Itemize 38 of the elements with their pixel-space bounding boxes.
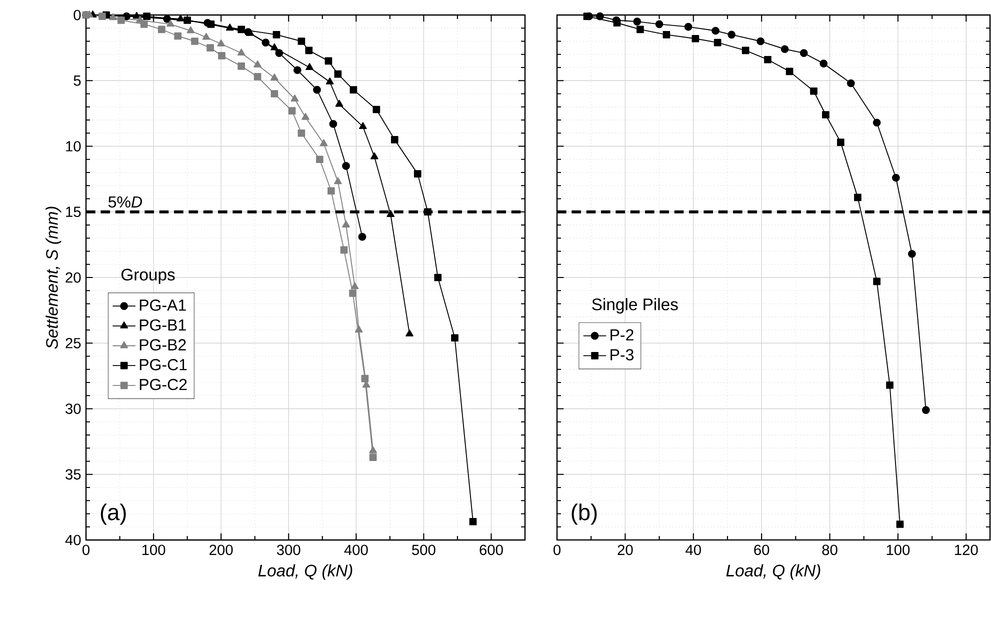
x-tick-label: 0	[82, 544, 90, 556]
ref-line-label: 5%D	[108, 196, 142, 208]
x-tick-label: 40	[686, 544, 701, 556]
x-axis-title: Load, Q (kN)	[726, 564, 820, 580]
x-tick-label: 100	[142, 544, 166, 556]
y-tick-label: 25	[66, 338, 81, 348]
y-tick-label: 0	[74, 10, 81, 20]
legend-label: PG-C2	[140, 378, 187, 390]
x-tick-label: 300	[276, 544, 300, 556]
legend-label: P-3	[610, 349, 634, 360]
x-axis-title: Load, Q (kN)	[258, 564, 352, 580]
y-tick-label: 20	[66, 272, 81, 283]
y-tick-label: 15	[66, 206, 81, 217]
y-axis-title: Settlement, S (mm)	[46, 206, 62, 349]
x-tick-label: 600	[480, 544, 503, 556]
legend-label: P-2	[610, 329, 634, 340]
x-tick-label: 60	[754, 544, 770, 556]
y-tick-label: 35	[66, 469, 81, 480]
y-tick-label: 10	[66, 141, 81, 152]
y-tick-label: 5	[74, 76, 81, 86]
annotation: (a)	[100, 504, 126, 525]
legend-title: Single Piles	[592, 298, 678, 314]
legend-title: Groups	[122, 268, 175, 284]
x-tick-label: 0	[553, 544, 560, 556]
x-tick-label: 120	[955, 544, 978, 556]
legend-label: PG-C1	[140, 359, 187, 370]
legend-label: PG-B1	[140, 319, 186, 331]
legend-label: PG-A1	[140, 300, 186, 311]
y-tick-label: 30	[66, 404, 81, 414]
x-tick-label: 100	[886, 544, 910, 556]
x-tick-label: 20	[618, 544, 633, 556]
x-tick-label: 80	[822, 544, 838, 556]
annotation: (b)	[572, 504, 597, 525]
x-tick-label: 500	[412, 544, 436, 556]
x-tick-label: 400	[344, 544, 368, 556]
y-tick-label: 40	[65, 534, 81, 546]
x-tick-label: 200	[210, 544, 233, 556]
legend-label: PG-B2	[140, 339, 186, 350]
